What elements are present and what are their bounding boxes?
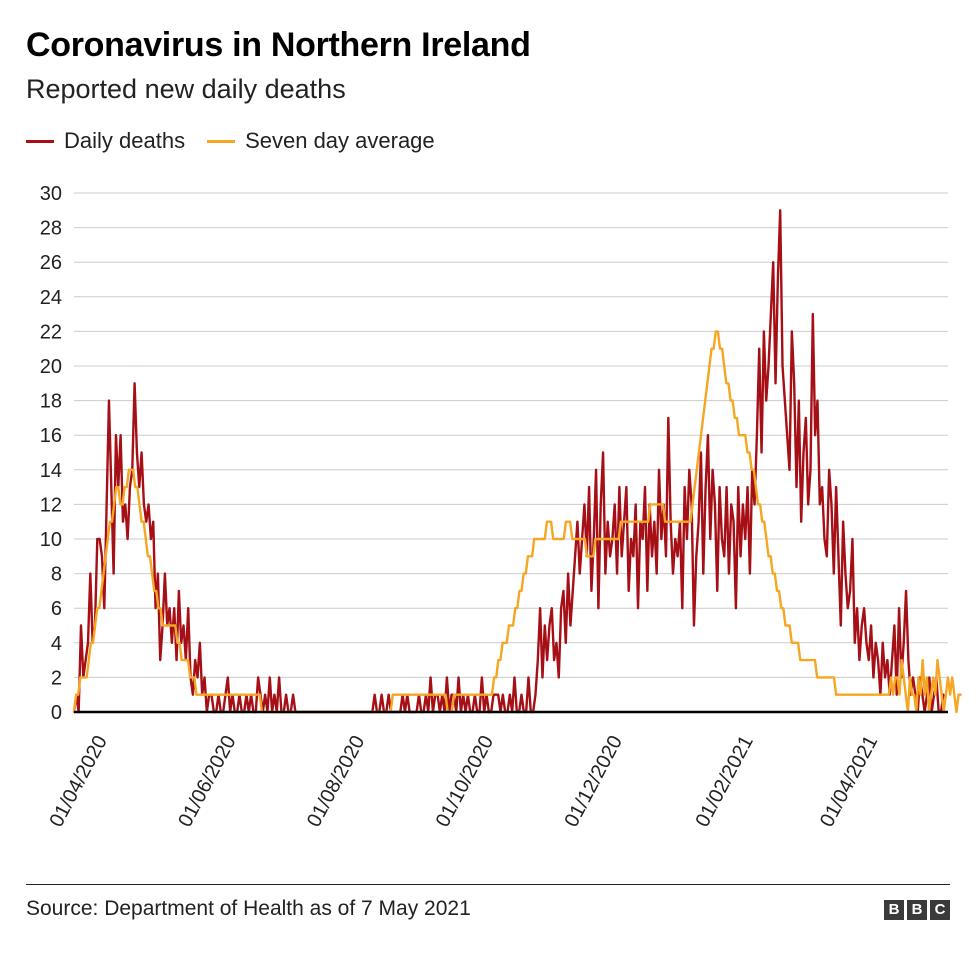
- y-tick-label: 6: [51, 598, 62, 620]
- y-tick-label: 18: [40, 391, 62, 413]
- legend-item-daily-deaths: Daily deaths: [26, 128, 185, 154]
- x-tick-label: 01/04/2021: [816, 732, 882, 831]
- y-tick-label: 14: [40, 460, 62, 482]
- series-line-seven-day-average: [72, 330, 962, 714]
- y-tick-label: 24: [40, 287, 62, 309]
- legend-item-seven-day-average: Seven day average: [207, 128, 435, 154]
- y-tick-label: 8: [51, 564, 62, 586]
- bbc-logo-letter: B: [907, 900, 927, 920]
- legend-swatch-seven-day-average: [207, 139, 236, 143]
- y-tick-label: 16: [40, 425, 62, 447]
- y-tick-label: 0: [51, 702, 62, 724]
- legend: Daily deaths Seven day average: [26, 128, 457, 154]
- source-note: Source: Department of Health as of 7 May…: [26, 897, 471, 920]
- y-tick-label: 10: [40, 529, 62, 551]
- y-tick-label: 4: [51, 633, 62, 655]
- y-tick-label: 2: [51, 667, 62, 689]
- legend-swatch-daily-deaths: [26, 139, 54, 143]
- bbc-logo-letter: B: [884, 900, 904, 920]
- y-tick-label: 28: [40, 218, 62, 240]
- y-tick-label: 12: [40, 494, 62, 516]
- y-tick-label: 22: [40, 321, 62, 343]
- y-tick-label: 20: [40, 356, 62, 378]
- series-line-daily-deaths: [72, 209, 945, 714]
- y-tick-label: 30: [40, 183, 62, 205]
- legend-label-seven-day-average: Seven day average: [245, 128, 435, 153]
- y-tick-label: 26: [40, 252, 62, 274]
- bbc-logo: B B C: [881, 900, 950, 920]
- footer-divider: [26, 884, 950, 885]
- chart-title: Coronavirus in Northern Ireland: [26, 26, 531, 64]
- x-tick-label: 01/06/2020: [174, 732, 240, 831]
- chart-subtitle: Reported new daily deaths: [26, 74, 346, 104]
- x-tick-label: 01/08/2020: [303, 732, 369, 831]
- x-tick-label: 01/04/2020: [45, 732, 111, 831]
- legend-label-daily-deaths: Daily deaths: [64, 128, 186, 153]
- bbc-logo-letter: C: [930, 900, 950, 920]
- x-tick-label: 01/12/2020: [561, 732, 627, 831]
- x-tick-label: 01/02/2021: [691, 732, 757, 831]
- x-tick-label: 01/10/2020: [432, 732, 498, 831]
